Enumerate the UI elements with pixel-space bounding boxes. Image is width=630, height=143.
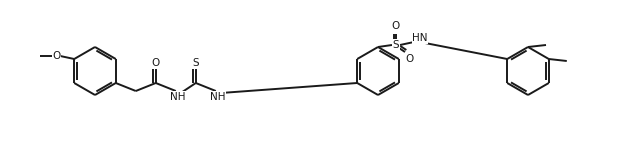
Text: O: O: [152, 58, 160, 68]
Text: O: O: [392, 21, 400, 31]
Text: O: O: [52, 51, 60, 61]
Text: NH: NH: [170, 92, 185, 102]
Text: S: S: [193, 58, 199, 68]
Text: S: S: [392, 40, 399, 50]
Text: HN: HN: [412, 33, 428, 43]
Text: NH: NH: [210, 92, 226, 102]
Text: O: O: [406, 54, 414, 64]
